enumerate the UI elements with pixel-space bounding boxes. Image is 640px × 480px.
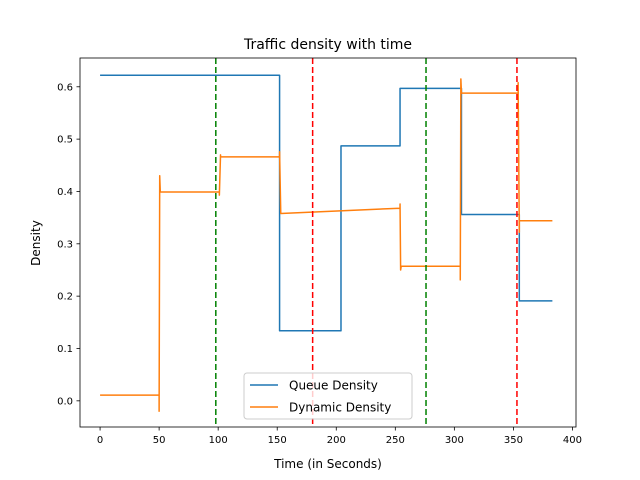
- legend-box: [243, 372, 413, 420]
- legend: Queue Density Dynamic Density: [243, 372, 413, 420]
- y-tick-label: 0.4: [57, 187, 73, 198]
- y-tick-label: 0.1: [57, 344, 73, 355]
- x-tick-label: 50: [153, 435, 166, 446]
- x-tick-label: 150: [268, 435, 287, 446]
- y-axis-label: Density: [29, 220, 43, 266]
- axis-ticks: 0 50 100 150 200 250 300 350 400 0.0 0.1 0.2 0.3 0.4 0…: [57, 82, 582, 446]
- x-tick-label: 400: [563, 435, 582, 446]
- series-line-dynamic-density: [100, 78, 553, 413]
- y-tick-label: 0.2: [57, 292, 73, 303]
- y-tick-label: 0.0: [57, 396, 73, 407]
- plot-area: [100, 58, 553, 427]
- x-tick-label: 250: [386, 435, 405, 446]
- x-tick-label: 300: [445, 435, 464, 446]
- axes-frame: [79, 57, 577, 428]
- y-tick-label: 0.5: [57, 135, 73, 146]
- x-tick-label: 0: [97, 435, 103, 446]
- legend-label-queue-density: Queue Density: [289, 379, 378, 393]
- legend-label-dynamic-density: Dynamic Density: [289, 401, 391, 415]
- y-tick-label: 0.3: [57, 239, 73, 250]
- x-tick-label: 100: [209, 435, 228, 446]
- x-axis-label: Time (in Seconds): [273, 457, 382, 471]
- x-tick-label: 350: [504, 435, 523, 446]
- y-tick-label: 0.6: [57, 82, 73, 93]
- chart-title: Traffic density with time: [243, 37, 412, 53]
- x-tick-label: 200: [327, 435, 346, 446]
